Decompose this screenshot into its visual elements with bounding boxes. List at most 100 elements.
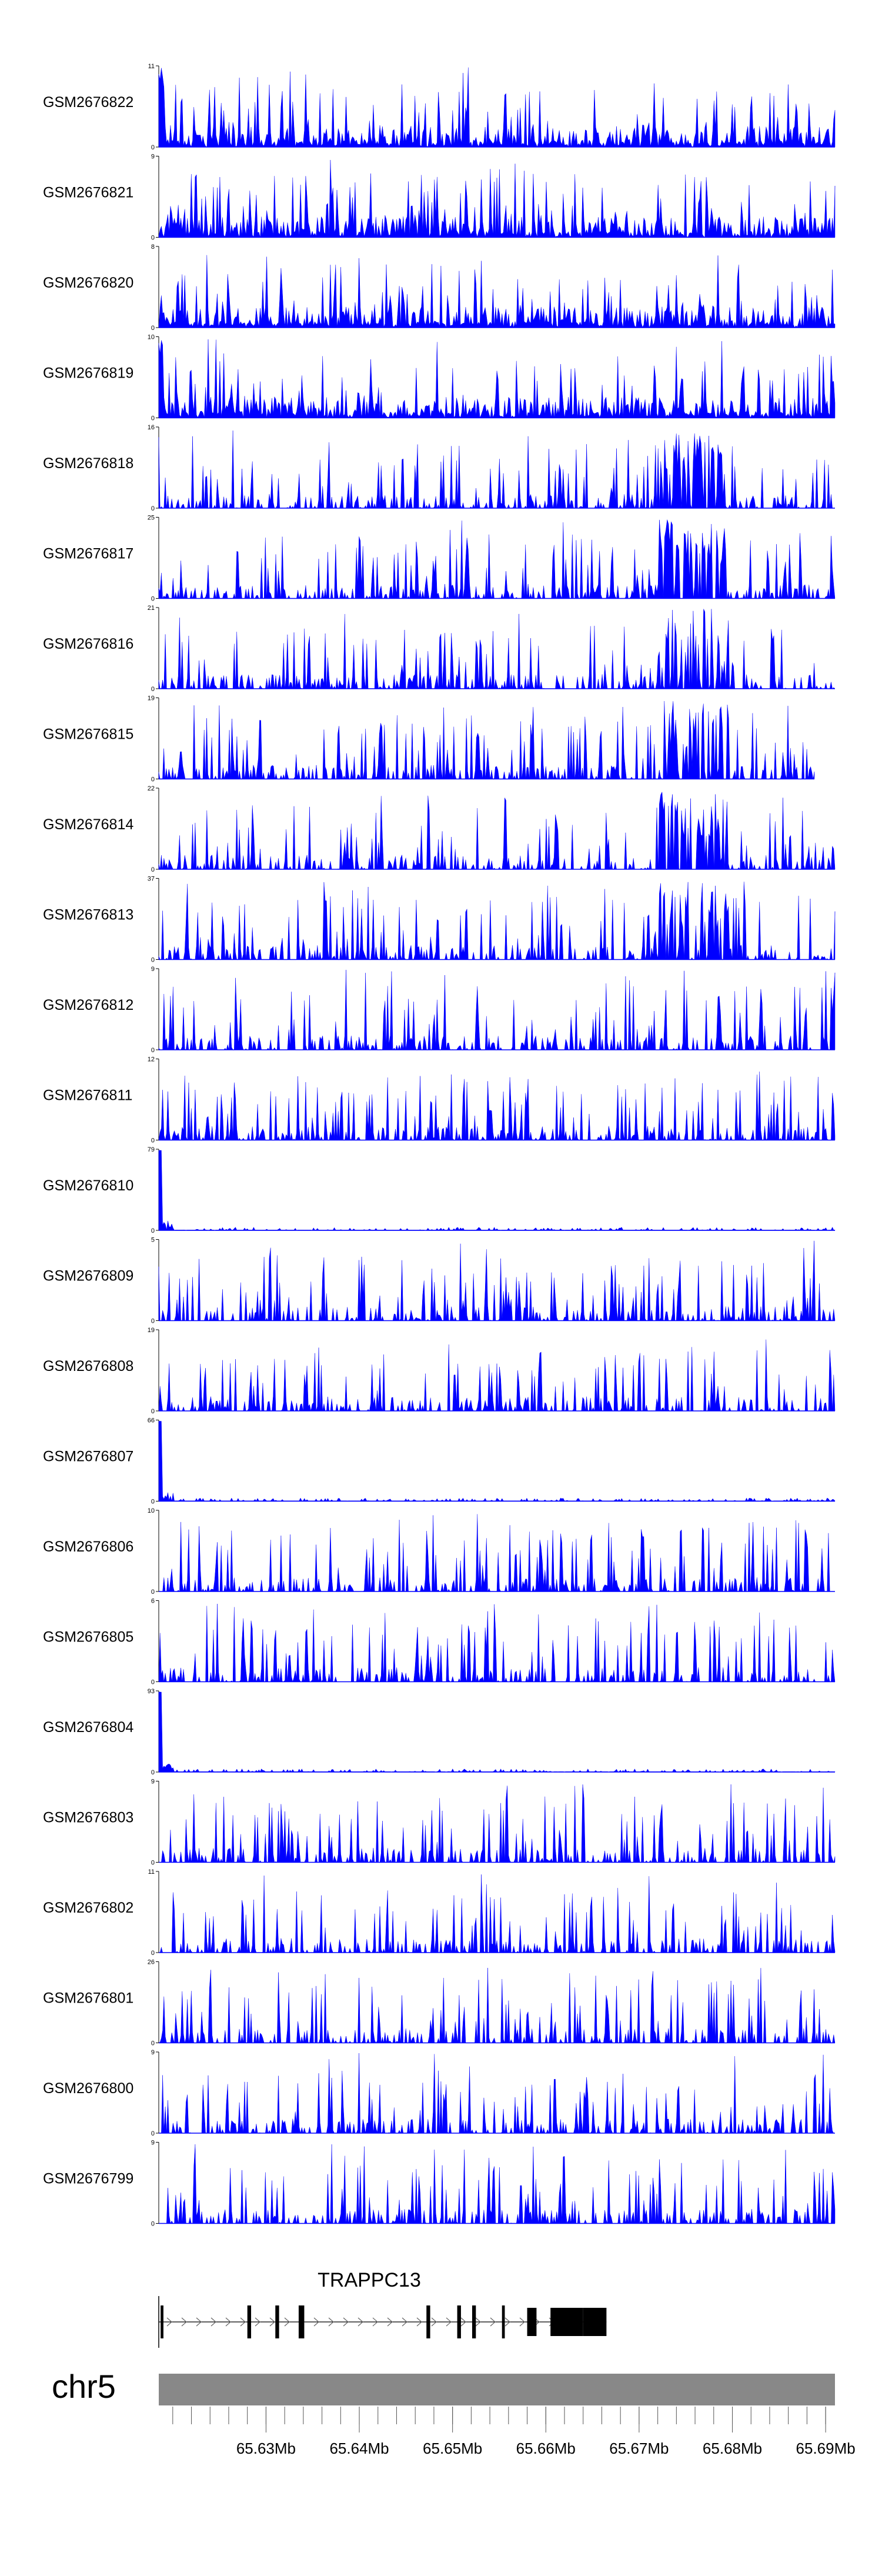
- coverage-track: GSM2676813 37 0: [43, 876, 836, 964]
- coverage-area: [159, 1874, 836, 1953]
- coverage-area: [158, 519, 836, 599]
- track-label: GSM2676817: [43, 546, 133, 562]
- y-max-label: 16: [148, 424, 155, 431]
- track-label: GSM2676819: [43, 365, 133, 382]
- coverage-area: [158, 970, 836, 1050]
- coverage-area: [158, 431, 835, 509]
- coverage-area: [158, 1967, 836, 2044]
- coverage-area: [158, 255, 836, 328]
- y-min-label: 0: [151, 2040, 155, 2047]
- coverage-track: GSM2676815 19 0: [43, 695, 815, 783]
- coverage-area: [159, 1514, 835, 1592]
- gene-exon: [161, 2305, 163, 2338]
- axis-tick-label: 65.64Mb: [329, 2440, 389, 2457]
- coverage-area: [158, 791, 836, 870]
- strand-chevron: [313, 2317, 319, 2327]
- y-min-label: 0: [151, 235, 155, 242]
- y-min-label: 0: [151, 505, 155, 512]
- y-min-label: 0: [151, 1769, 155, 1776]
- y-max-label: 9: [151, 1778, 155, 1786]
- coverage-track: GSM2676810 79 0: [43, 1146, 836, 1234]
- track-label: GSM2676822: [43, 94, 133, 111]
- axis-tick-label: 65.66Mb: [516, 2440, 576, 2457]
- coverage-track: GSM2676811 12 0: [43, 1056, 836, 1144]
- y-min-label: 0: [151, 686, 155, 693]
- strand-chevron: [166, 2317, 172, 2327]
- coverage-area: [158, 1421, 836, 1501]
- coverage-area: [158, 1691, 836, 1773]
- y-max-label: 9: [151, 2049, 155, 2056]
- coverage-area: [158, 1150, 836, 1231]
- coverage-track: GSM2676818 16 0: [43, 424, 835, 512]
- coverage-track: GSM2676801 26 0: [43, 1959, 836, 2047]
- y-max-label: 37: [148, 876, 155, 883]
- track-label: GSM2676800: [43, 2080, 133, 2097]
- strand-chevron: [255, 2317, 260, 2327]
- strand-chevron: [240, 2317, 246, 2327]
- track-label: GSM2676799: [43, 2171, 133, 2187]
- strand-chevron: [431, 2317, 437, 2327]
- y-max-label: 10: [148, 334, 155, 341]
- coverage-track: GSM2676807 66 0: [43, 1417, 836, 1506]
- y-max-label: 11: [148, 1868, 155, 1876]
- coverage-track: GSM2676822 11 0: [43, 63, 836, 151]
- y-max-label: 9: [151, 154, 155, 161]
- gene-exon: [300, 2305, 305, 2338]
- y-min-label: 0: [151, 415, 155, 422]
- track-label: GSM2676804: [43, 1719, 133, 1736]
- coverage-area: [159, 2053, 835, 2134]
- y-min-label: 0: [151, 1047, 155, 1054]
- y-min-label: 0: [151, 2221, 155, 2228]
- y-max-label: 79: [148, 1146, 155, 1153]
- coverage-track: GSM2676804 93 0: [43, 1688, 836, 1776]
- chromosome-label: chr5: [52, 2368, 116, 2405]
- coverage-track: GSM2676808 19 0: [43, 1327, 836, 1415]
- y-min-label: 0: [151, 866, 155, 873]
- axis-tick-label: 65.65Mb: [423, 2440, 482, 2457]
- strand-chevron: [490, 2317, 496, 2327]
- strand-chevron: [328, 2317, 334, 2327]
- y-max-label: 26: [148, 1959, 155, 1966]
- strand-chevron: [358, 2317, 363, 2327]
- axis-tick-label: 65.63Mb: [236, 2440, 296, 2457]
- track-label: GSM2676803: [43, 1810, 133, 1826]
- y-max-label: 12: [148, 1056, 155, 1063]
- y-min-label: 0: [151, 1950, 155, 1957]
- axis-tick-label: 65.69Mb: [796, 2440, 856, 2457]
- track-label: GSM2676808: [43, 1358, 133, 1374]
- track-label: GSM2676818: [43, 455, 133, 472]
- strand-chevron: [211, 2317, 216, 2327]
- strand-chevron: [225, 2317, 231, 2327]
- gene-exon: [426, 2305, 430, 2338]
- strand-chevron: [446, 2317, 452, 2327]
- coverage-track: GSM2676809 5 0: [43, 1237, 836, 1325]
- coverage-track: GSM2676821 9 0: [43, 154, 836, 242]
- y-min-label: 0: [151, 1499, 155, 1506]
- track-label: GSM2676815: [43, 726, 133, 743]
- track-label: GSM2676811: [43, 1087, 132, 1104]
- track-label: GSM2676805: [43, 1629, 133, 1646]
- coverage-area: [158, 1240, 836, 1322]
- chromosome-track: chr5: [52, 2368, 835, 2405]
- axis-tick-label: 65.67Mb: [609, 2440, 669, 2457]
- coverage-area: [158, 1603, 836, 1683]
- coverage-track: GSM2676800 9 0: [43, 2049, 835, 2137]
- y-max-label: 11: [148, 63, 155, 70]
- coverage-area: [158, 1072, 836, 1141]
- gene-exon: [527, 2308, 537, 2336]
- coverage-track: GSM2676802 11 0: [43, 1868, 836, 1957]
- genomic-axis: 65.63Mb 65.64Mb 65.65Mb 65.66Mb 65.67Mb 65.68…: [172, 2407, 856, 2457]
- strand-chevron: [519, 2317, 525, 2327]
- coverage-area: [158, 882, 836, 960]
- coverage-area: [158, 67, 836, 148]
- coverage-area: [158, 159, 836, 238]
- track-label: GSM2676802: [43, 1900, 133, 1916]
- gene-exon: [247, 2305, 252, 2338]
- y-max-label: 9: [151, 2140, 155, 2147]
- axis-tick-label: 65.68Mb: [703, 2440, 762, 2457]
- y-max-label: 66: [148, 1417, 155, 1424]
- y-max-label: 5: [151, 1237, 155, 1244]
- track-label: GSM2676809: [43, 1268, 133, 1284]
- coverage-area: [158, 609, 836, 689]
- coverage-track: GSM2676803 9 0: [43, 1778, 836, 1867]
